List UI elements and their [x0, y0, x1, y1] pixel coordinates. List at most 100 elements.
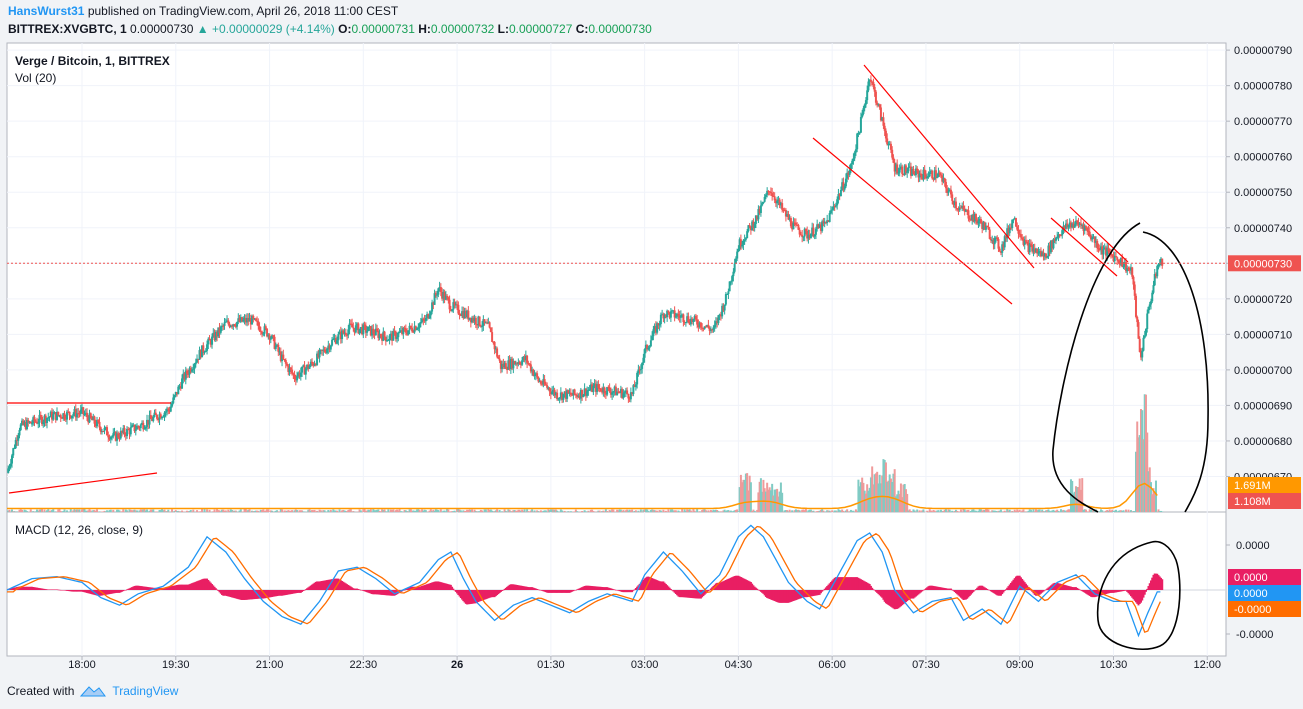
candle-body: [769, 192, 772, 194]
macd-histogram-bar: [609, 588, 612, 590]
macd-histogram-bar: [893, 590, 896, 610]
macd-histogram-bar: [1001, 590, 1004, 595]
macd-histogram-bar: [976, 587, 979, 590]
volume-bar: [233, 510, 236, 512]
volume-bar: [318, 509, 321, 512]
macd-histogram-bar: [834, 577, 837, 590]
volume-bar: [1077, 486, 1080, 512]
macd-histogram-bar: [212, 585, 215, 590]
candle-body: [1122, 266, 1125, 268]
candle-body: [882, 117, 885, 126]
volume-bar: [86, 510, 89, 512]
candle-body: [388, 335, 391, 341]
candle-body: [576, 394, 579, 397]
macd-histogram-bar: [727, 578, 730, 590]
volume-bar: [449, 511, 452, 512]
macd-histogram-bar: [1143, 590, 1146, 595]
macd-histogram-bar: [46, 589, 49, 590]
macd-histogram-bar: [683, 590, 686, 598]
macd-histogram-bar: [193, 582, 196, 590]
candle-body: [132, 424, 135, 426]
macd-histogram-bar: [1079, 590, 1082, 591]
tradingview-link[interactable]: TradingView: [112, 684, 179, 698]
volume-bar: [942, 510, 945, 512]
macd-histogram-bar: [863, 581, 866, 590]
macd-histogram-bar: [474, 590, 477, 604]
macd-histogram-bar: [974, 589, 977, 590]
volume-bar: [258, 511, 261, 512]
candle-body: [1134, 295, 1137, 317]
candle-body: [99, 427, 102, 432]
macd-histogram-bar: [314, 581, 317, 590]
candle-body: [731, 276, 734, 282]
trendline-drawings[interactable]: [7, 64, 1209, 650]
candle-body: [822, 221, 825, 224]
volume-bar: [142, 509, 145, 512]
candle-body: [171, 403, 174, 407]
tradingview-logo-icon[interactable]: [80, 684, 107, 698]
candle-body: [1077, 222, 1080, 225]
candle-body: [1156, 266, 1159, 277]
volume-bar: [1159, 510, 1162, 512]
macd-histogram-bar: [599, 586, 602, 590]
volume-bar: [1067, 509, 1070, 512]
candle-body: [269, 338, 272, 340]
macd-histogram-bar: [163, 587, 166, 590]
candle-body: [797, 225, 800, 230]
candle-body: [58, 415, 61, 417]
macd-histogram-bar: [128, 588, 131, 590]
macd-histogram-bar: [756, 588, 759, 590]
macd-histogram-bar: [698, 590, 701, 599]
volume-bar: [1031, 511, 1034, 512]
candle-body: [728, 281, 731, 292]
macd-histogram-bar: [631, 590, 634, 593]
macd-histogram-bar: [729, 577, 732, 590]
candle-body: [881, 117, 884, 121]
macd-histogram-bar: [922, 590, 925, 591]
macd-histogram-bar: [249, 590, 252, 600]
macd-histogram-bar: [621, 590, 624, 592]
macd-histogram-bar: [447, 584, 450, 590]
candle-body: [954, 201, 957, 209]
macd-histogram-bar: [534, 588, 537, 590]
candle-body: [863, 104, 866, 109]
chart-area[interactable]: 0.000007900.000007800.000007700.00000760…: [0, 0, 1303, 680]
volume-bar: [537, 511, 540, 512]
macd-pane: [6, 524, 1226, 638]
volume-bar: [39, 509, 42, 512]
candle-body: [232, 324, 235, 327]
author-link[interactable]: HansWurst31: [8, 4, 85, 18]
macd-histogram-bar: [348, 585, 351, 590]
macd-histogram-bar: [532, 587, 535, 590]
candle-body: [727, 291, 730, 294]
volume-bar: [489, 509, 492, 512]
candle-body: [286, 363, 289, 366]
candle-body: [1079, 223, 1082, 226]
macd-histogram-bar: [1082, 590, 1085, 592]
volume-bar: [383, 509, 386, 512]
macd-histogram-bar: [841, 577, 844, 590]
candle-body: [218, 327, 221, 333]
macd-histogram-bar: [848, 577, 851, 590]
macd-histogram-bar: [773, 590, 776, 602]
macd-histogram-bar: [1036, 590, 1039, 596]
macd-histogram-bar: [13, 587, 16, 590]
candle-body: [993, 237, 996, 245]
volume-bar: [404, 510, 407, 512]
candle-body: [292, 373, 295, 375]
macd-histogram-bar: [872, 589, 875, 590]
macd-histogram-bar: [406, 588, 409, 590]
macd-histogram-bar: [19, 586, 22, 590]
candle-body: [24, 422, 27, 430]
volume-bar: [188, 510, 191, 512]
macd-histogram-bar: [653, 579, 656, 590]
macd-histogram-bar: [387, 590, 390, 596]
candle-body: [784, 210, 787, 217]
volume-bar: [1016, 509, 1019, 512]
macd-histogram-bar: [284, 590, 287, 596]
volume-bar: [753, 510, 756, 512]
volume-bar: [196, 510, 199, 512]
volume-bar: [1141, 410, 1144, 512]
macd-histogram-bar: [137, 585, 140, 590]
volume-bar: [793, 510, 796, 512]
